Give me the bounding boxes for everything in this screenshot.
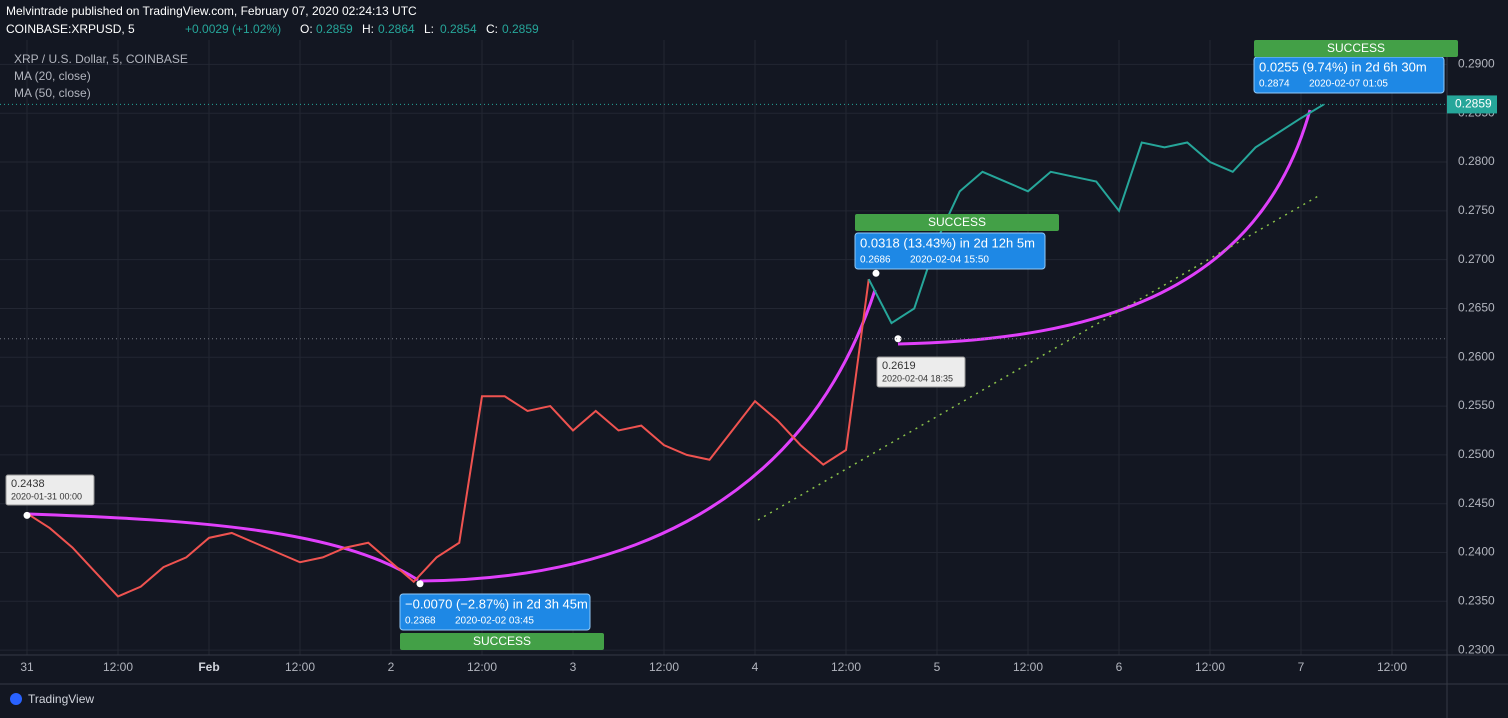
- change: +0.0029 (+1.02%): [185, 22, 281, 36]
- x-tick-label: 12:00: [1377, 660, 1407, 674]
- status-label: SUCCESS: [473, 634, 531, 648]
- y-tick-label: 0.2600: [1458, 349, 1495, 363]
- annotation-price: 0.2619: [882, 360, 916, 372]
- legend-main: XRP / U.S. Dollar, 5, COINBASE: [14, 52, 188, 66]
- last-price-tag: [1447, 95, 1497, 114]
- anchor-point: [416, 580, 424, 588]
- arrow: [419, 289, 877, 583]
- annotation-box: [876, 356, 966, 388]
- y-tick-label: 0.2750: [1458, 203, 1495, 217]
- arrow: [897, 109, 1312, 346]
- x-tick-label: Feb: [198, 660, 219, 674]
- annotation-date: 2020-02-04 18:35: [882, 373, 953, 383]
- ohlc-value: 0.2864: [378, 22, 415, 36]
- annotation-change: 0.0255 (9.74%) in 2d 6h 30m: [1259, 59, 1427, 74]
- annotation-date: 2020-01-31 00:00: [11, 491, 82, 501]
- y-tick-label: 0.2450: [1458, 496, 1495, 510]
- annotation-price: 0.2438: [11, 478, 45, 490]
- x-tick-label: 5: [934, 660, 941, 674]
- ohlc-key: C:: [486, 22, 498, 36]
- annotation-date: 2020-02-07 01:05: [1309, 79, 1388, 90]
- status-badge: [400, 633, 604, 650]
- arrow: [27, 512, 419, 582]
- anchor-point: [872, 269, 880, 277]
- x-tick-label: 12:00: [831, 660, 861, 674]
- legend-ma20: MA (20, close): [14, 69, 91, 83]
- legend-ma50: MA (50, close): [14, 86, 91, 100]
- symbol: COINBASE:XRPUSD, 5: [6, 22, 135, 36]
- annotation-date: 2020-02-04 15:50: [910, 255, 989, 266]
- annotation-date: 2020-02-02 03:45: [455, 616, 534, 627]
- x-tick-label: 12:00: [103, 660, 133, 674]
- y-tick-label: 0.2500: [1458, 447, 1495, 461]
- status-label: SUCCESS: [928, 215, 986, 229]
- footer-brand: TradingView: [28, 692, 94, 706]
- y-tick-label: 0.2900: [1458, 57, 1495, 71]
- x-tick-label: 2: [388, 660, 395, 674]
- ohlc-value: 0.2854: [440, 22, 477, 36]
- status-badge: [855, 214, 1059, 231]
- y-tick-label: 0.2400: [1458, 545, 1495, 559]
- last-price-label: 0.2859: [1455, 97, 1492, 111]
- annotation-change: 0.0318 (13.43%) in 2d 12h 5m: [860, 235, 1035, 250]
- y-tick-label: 0.2800: [1458, 154, 1495, 168]
- y-tick-label: 0.2350: [1458, 593, 1495, 607]
- annotation-box: [854, 232, 1046, 270]
- ohlc-key: L:: [424, 22, 434, 36]
- x-tick-label: 12:00: [649, 660, 679, 674]
- ohlc-value: 0.2859: [316, 22, 353, 36]
- ohlc-key: H:: [362, 22, 374, 36]
- annotation-box: [399, 593, 591, 631]
- tv-logo: [10, 693, 22, 705]
- x-tick-label: 12:00: [285, 660, 315, 674]
- y-tick-label: 0.2300: [1458, 642, 1495, 656]
- y-tick-label: 0.2700: [1458, 252, 1495, 266]
- x-tick-label: 12:00: [1013, 660, 1043, 674]
- annotation-price: 0.2874: [1259, 79, 1290, 90]
- x-tick-label: 7: [1298, 660, 1305, 674]
- ohlc-key: O:: [300, 22, 313, 36]
- x-tick-label: 12:00: [467, 660, 497, 674]
- annotation-price: 0.2368: [405, 616, 436, 627]
- annotation-change: −0.0070 (−2.87%) in 2d 3h 45m: [405, 596, 588, 611]
- x-tick-label: 6: [1116, 660, 1123, 674]
- anchor-point: [894, 335, 902, 343]
- price-line: [26, 279, 870, 598]
- status-badge: [1254, 40, 1458, 57]
- y-tick-label: 0.2650: [1458, 301, 1495, 315]
- x-tick-label: 3: [570, 660, 577, 674]
- annotation-price: 0.2686: [860, 255, 891, 266]
- y-tick-label: 0.2550: [1458, 398, 1495, 412]
- status-label: SUCCESS: [1327, 41, 1385, 55]
- anchor-point: [23, 511, 31, 519]
- x-tick-label: 12:00: [1195, 660, 1225, 674]
- x-tick-label: 4: [752, 660, 759, 674]
- annotation-box: [5, 474, 95, 506]
- byline: Melvintrade published on TradingView.com…: [6, 4, 417, 18]
- x-tick-label: 31: [20, 660, 34, 674]
- ohlc-value: 0.2859: [502, 22, 539, 36]
